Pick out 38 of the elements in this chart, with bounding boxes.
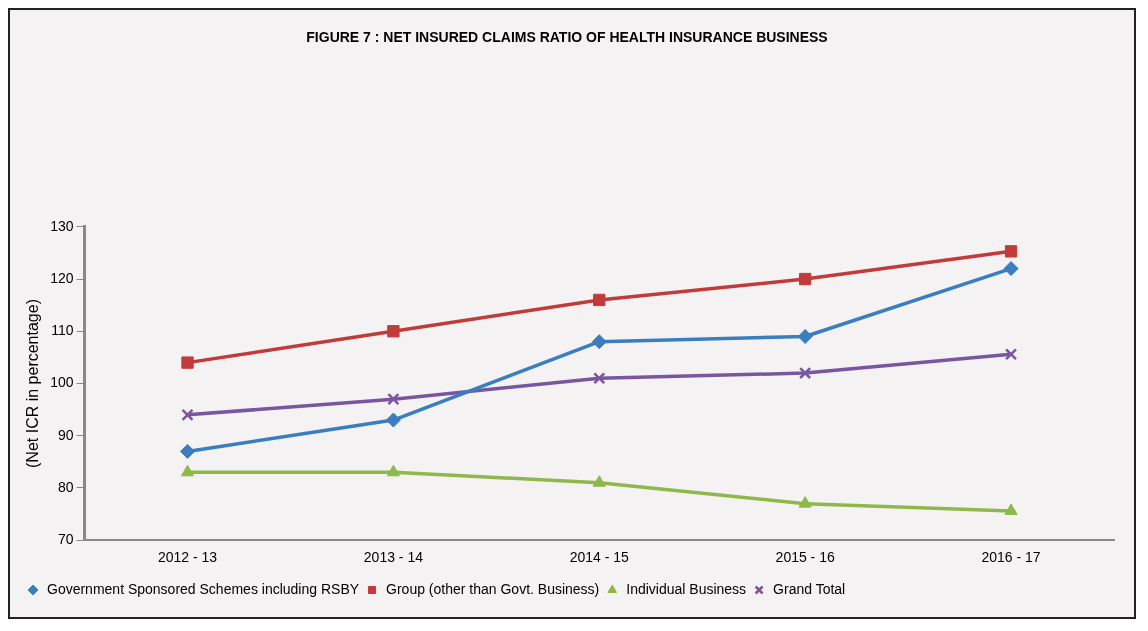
x-tick-label: 2014 - 15 xyxy=(569,549,630,566)
legend-label: Government Sponsored Schemes including RSBY xyxy=(47,580,360,597)
point xyxy=(385,412,401,428)
chart-title: FIGURE 7 : NET INSURED CLAIMS RATIO OF HEALTH INSURANCE BUSINESS xyxy=(306,29,828,46)
y-tick-label: 70 xyxy=(57,531,74,548)
y-tick-label: 110 xyxy=(51,322,74,339)
legend-label: Group (other than Govt. Business) xyxy=(386,580,600,597)
x-tick-label: 2016 - 17 xyxy=(981,549,1041,566)
point xyxy=(1004,245,1018,258)
point xyxy=(593,293,606,307)
point xyxy=(181,408,194,422)
point xyxy=(1004,503,1018,515)
legend-label: Individual Business xyxy=(626,580,747,597)
point xyxy=(181,356,194,369)
point xyxy=(798,496,812,508)
point xyxy=(386,464,400,477)
point xyxy=(387,392,400,406)
point xyxy=(1004,348,1018,361)
point xyxy=(798,366,812,380)
y-tick-label: 100 xyxy=(50,374,74,391)
y-tick-label: 120 xyxy=(50,269,74,286)
x-tick-label: 2012 - 13 xyxy=(157,549,218,566)
legend-label: Grand Total xyxy=(773,580,846,597)
point xyxy=(1003,261,1019,277)
y-tick-label: 90 xyxy=(57,426,74,443)
point xyxy=(180,464,195,477)
y-tick-label: 80 xyxy=(57,478,74,495)
point xyxy=(180,443,195,459)
y-tick-label: 130 xyxy=(50,217,74,234)
point xyxy=(592,475,606,487)
point xyxy=(797,328,813,344)
point xyxy=(591,334,607,350)
point xyxy=(593,372,606,385)
point xyxy=(799,272,812,286)
x-tick-label: 2013 - 14 xyxy=(363,549,424,566)
point xyxy=(387,325,400,338)
y-axis-title: (Net ICR in percentage) xyxy=(24,299,42,468)
x-tick-label: 2015 - 16 xyxy=(775,549,835,566)
